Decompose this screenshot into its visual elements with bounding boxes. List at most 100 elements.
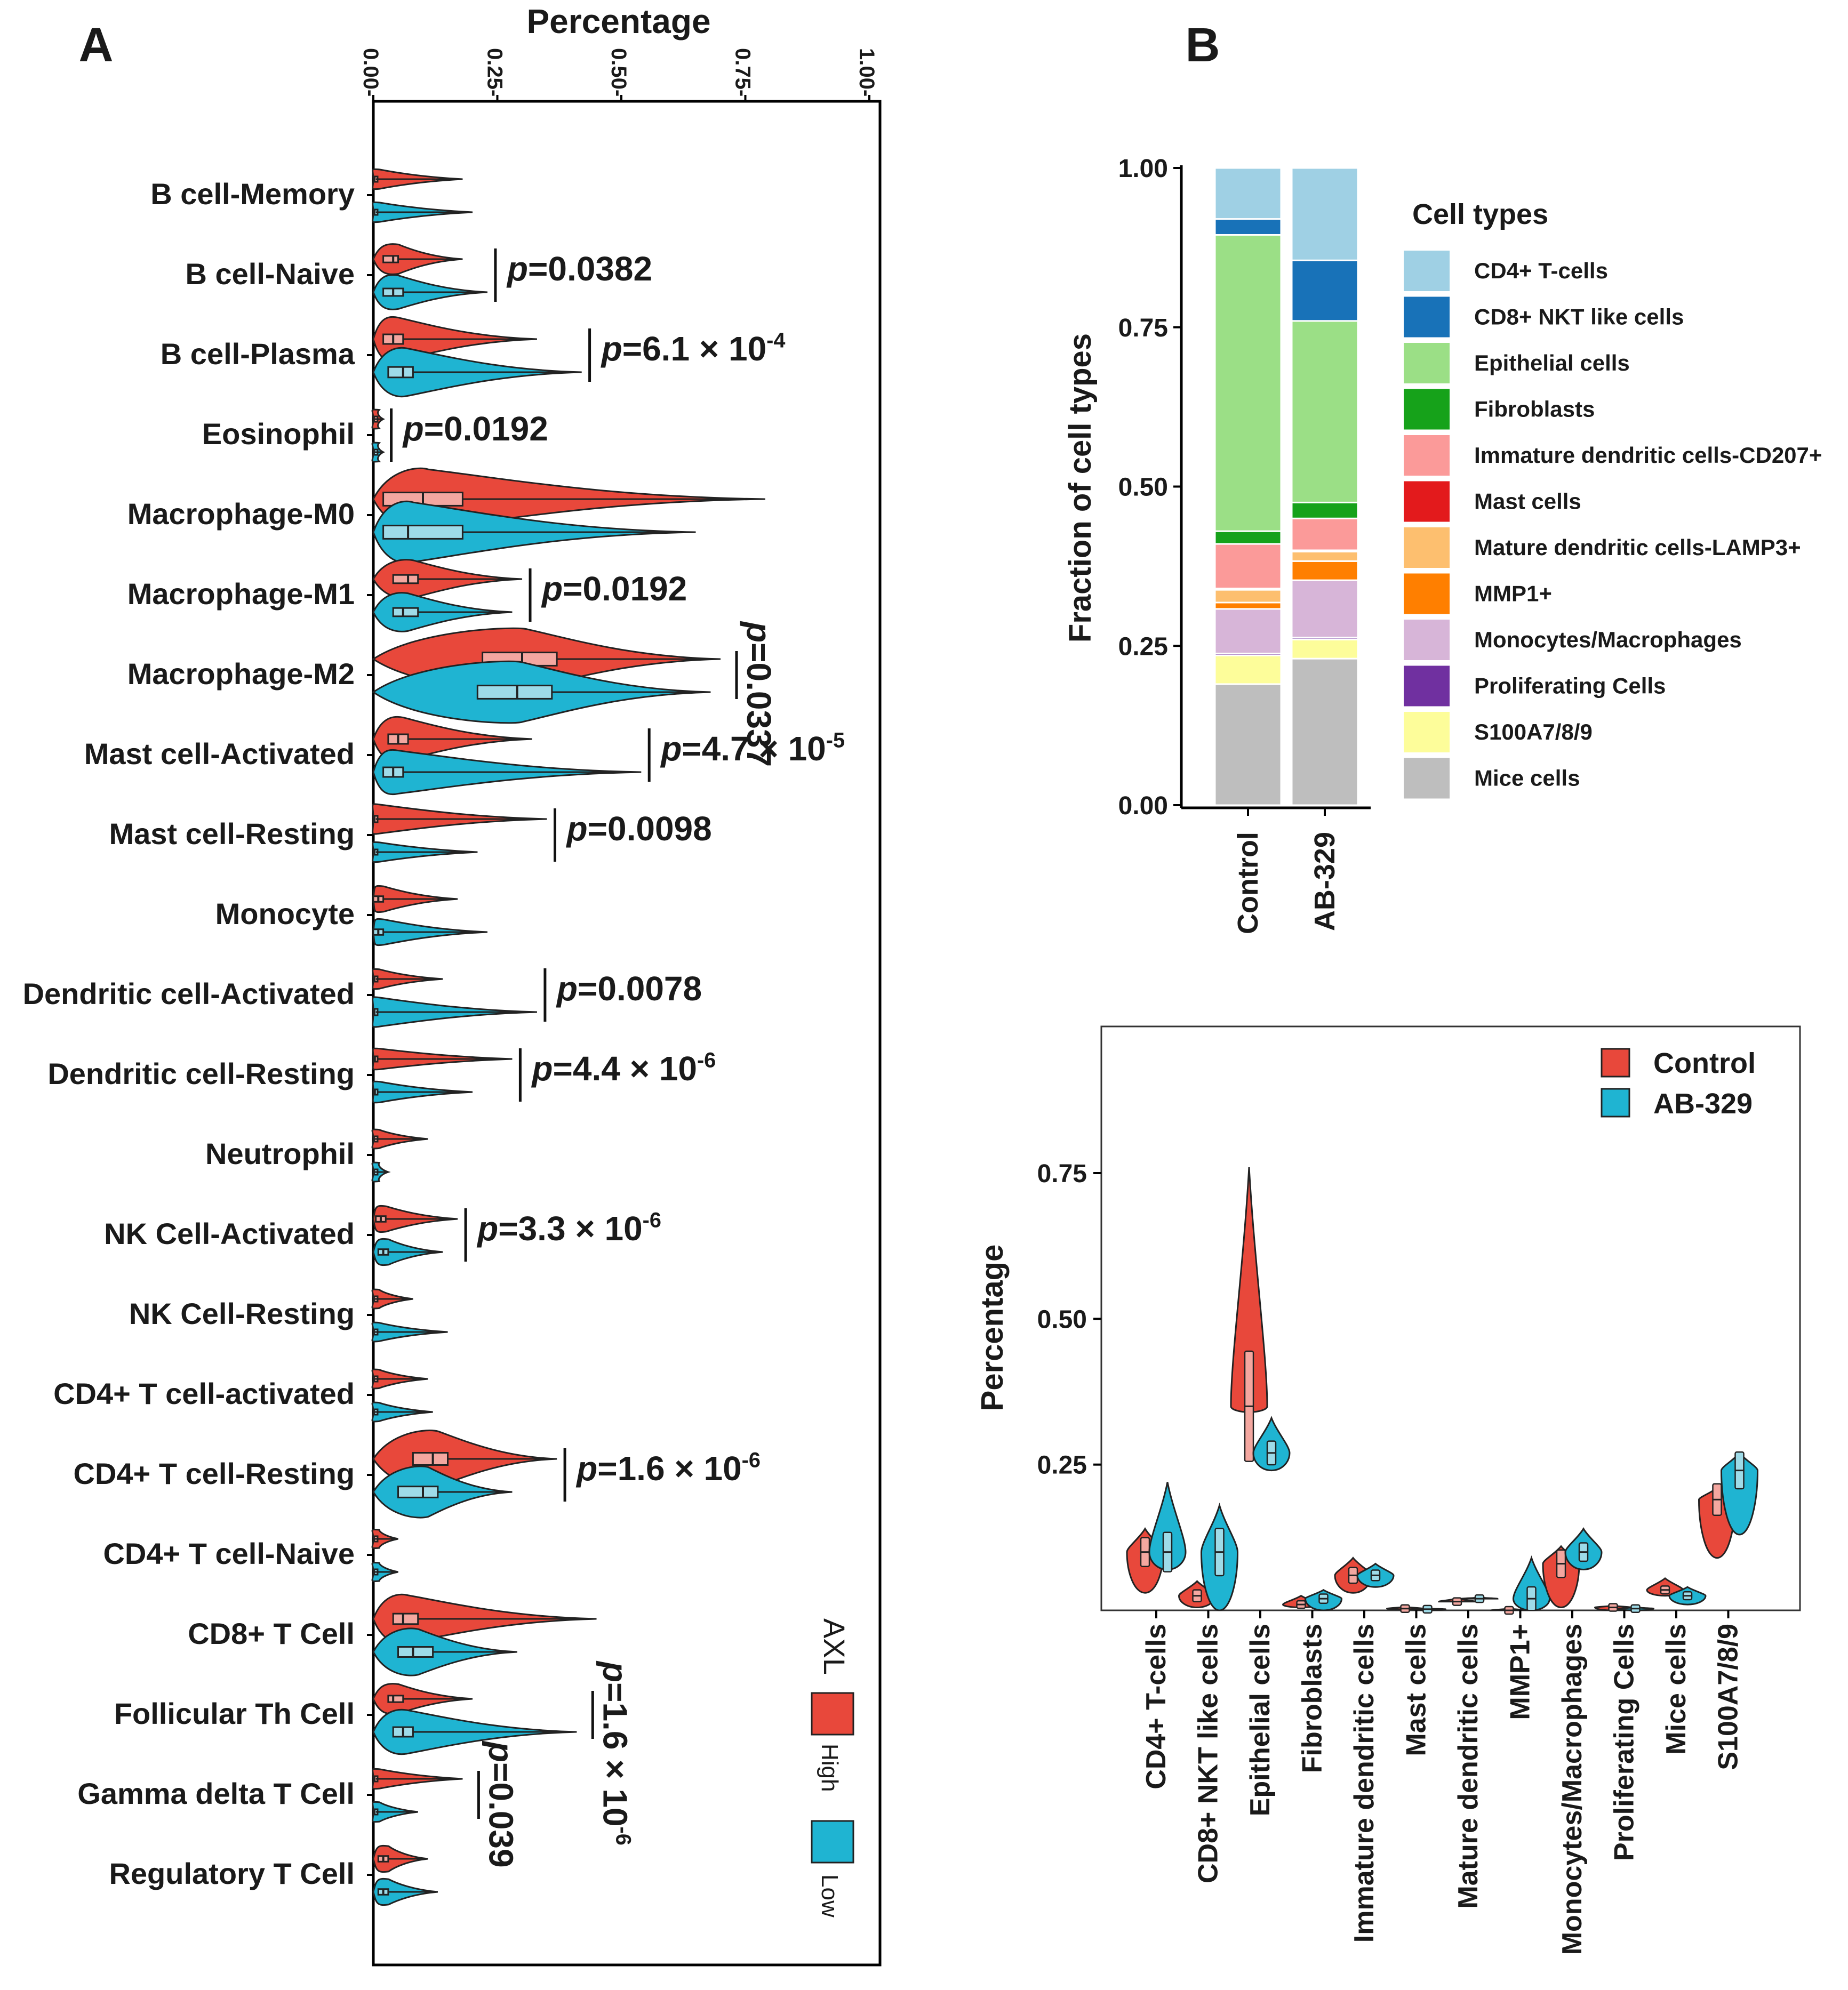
x-tick-label: 1.00-: [855, 48, 878, 97]
plot-frame: [372, 100, 882, 1967]
x-tick-label: Mice cells: [1661, 1624, 1692, 1755]
high-cd8-t-cell-box: [392, 1612, 419, 1625]
y-tick-label: 0.50: [1118, 474, 1168, 502]
legend-swatch-epithelial-cells: [1404, 343, 1450, 383]
x-tick-label: Control: [1232, 832, 1264, 934]
row-label-cd4-t-cell-resting: CD4+ T cell-Resting: [74, 1457, 355, 1490]
legend-swatch-control: [1601, 1048, 1630, 1078]
x-tick-label: S100A7/8/9: [1713, 1624, 1744, 1770]
panel-label-b: B: [1186, 19, 1220, 72]
y-axis-title: Percentage: [975, 1245, 1010, 1411]
row-label-nk-cell-activated: NK Cell-Activated: [104, 1217, 355, 1250]
bar-ab-329-mmp1: [1291, 560, 1359, 581]
legend-label-epithelial-cells: Epithelial cells: [1474, 350, 1630, 375]
legend-swatch-fibroblasts: [1404, 389, 1450, 430]
p-value-label: p=3.3 × 10-6: [476, 1209, 661, 1248]
p-value-label: p=4.4 × 10-6: [531, 1049, 716, 1088]
bar-ab-329-cd4-t-cells: [1291, 167, 1359, 261]
bar-control-epithelial-cells: [1214, 234, 1282, 532]
legend-swatch-mast-cells: [1404, 481, 1450, 522]
x-tick-label: Mast cells: [1401, 1624, 1432, 1756]
p-value-label: p=0.0382: [506, 250, 652, 288]
p-value-label: p=0.039: [482, 1740, 520, 1868]
row-label-macrophage-m2: Macrophage-M2: [127, 657, 355, 691]
legend-swatch-immature-dendritic-cells-cd207: [1404, 435, 1450, 476]
bar-control-fibroblasts: [1214, 530, 1282, 545]
bar-ab-329-immature-dendritic-cells-cd207: [1291, 517, 1359, 551]
p-value-label: p=0.0192: [541, 569, 687, 608]
row-label-macrophage-m0: Macrophage-M0: [127, 497, 355, 531]
legend-swatch-proliferating-cells: [1404, 665, 1450, 707]
x-tick-label: Monocytes/Macrophages: [1557, 1624, 1588, 1955]
x-tick-label: Epithelial cells: [1245, 1624, 1276, 1816]
bar-ab-329-epithelial-cells: [1291, 320, 1359, 503]
x-axis-title: Percentage: [526, 2, 710, 41]
bar-control-cd4-t-cells: [1214, 167, 1282, 220]
legend-label-mice-cells: Mice cells: [1474, 766, 1580, 791]
x-tick-label: Mature dendritic cells: [1453, 1624, 1484, 1909]
legend-swatch-monocytes-macrophages: [1404, 620, 1450, 660]
p-value-label: p=0.0078: [556, 969, 702, 1008]
y-tick-label: 0.25: [1037, 1451, 1087, 1480]
p-value-label: p=6.1 × 10-4: [601, 329, 786, 368]
bar-control-s100a7-8-9: [1214, 654, 1282, 685]
y-tick-label: 1.00: [1118, 155, 1168, 183]
row-label-monocyte: Monocyte: [215, 897, 355, 930]
panel-a-violin-chart: Percentage 0.00- 0.25- 0.50- 0.75- 1.00- B cel…: [23, 2, 882, 1967]
legend-label-mature-dendritic-cells-lamp3: Mature dendritic cells-LAMP3+: [1474, 535, 1801, 560]
legend-swatch-low: [811, 1820, 854, 1864]
y-tick-label: 0.75: [1037, 1160, 1087, 1188]
p-value-label: p=0.0098: [566, 809, 712, 848]
legend-title: AXL: [818, 1618, 851, 1675]
low-b-cell-plasma-box: [387, 366, 414, 379]
x-tick-label: Immature dendritic cells: [1349, 1624, 1380, 1943]
x-tick-label: Proliferating Cells: [1609, 1624, 1640, 1861]
legend-swatch-cd8-nkt-like-cells: [1404, 296, 1450, 338]
row-label-neutrophil: Neutrophil: [205, 1137, 355, 1170]
y-axis-title: Fraction of cell types: [1063, 333, 1098, 643]
low-cd4-t-cell-resting-box: [397, 1486, 439, 1498]
legend-label-s100a7-8-9: S100A7/8/9: [1474, 719, 1593, 744]
ab329-s100a7-8-9-violin: [1720, 1451, 1759, 1536]
row-label-nk-cell-resting: NK Cell-Resting: [129, 1297, 355, 1330]
high-b-cell-naive-box: [382, 255, 399, 263]
legend-label-cd4-t-cells: CD4+ T-cells: [1474, 258, 1608, 283]
legend-label-control: Control: [1653, 1047, 1756, 1079]
row-label-cd4-t-cell-activated: CD4+ T cell-activated: [53, 1377, 355, 1410]
x-tick-label: 0.50-: [607, 48, 630, 97]
bar-ab-329-s100a7-8-9: [1291, 638, 1359, 660]
panel-label-a: A: [79, 19, 114, 72]
low-macrophage-m0-box: [382, 525, 463, 540]
p-value-label: p=1.6 × 10-6: [596, 1660, 635, 1845]
row-label-mast-cell-activated: Mast cell-Activated: [84, 737, 355, 771]
legend-label-proliferating-cells: Proliferating Cells: [1474, 673, 1666, 699]
y-tick-label: 0.50: [1037, 1305, 1087, 1334]
p-value-label: p=4.7 × 10-5: [660, 729, 845, 768]
row-label-cd4-t-cell-naive: CD4+ T cell-Naive: [103, 1537, 355, 1570]
row-label-follicular-th-cell: Follicular Th Cell: [114, 1697, 355, 1730]
row-label-dendritic-cell-resting: Dendritic cell-Resting: [47, 1057, 355, 1090]
p-value-label: p=1.6 × 10-6: [575, 1449, 761, 1488]
p-value-label: p=0.0192: [402, 410, 548, 448]
row-label-macrophage-m1: Macrophage-M1: [127, 577, 355, 611]
bar-control-mmp1: [1214, 601, 1282, 610]
row-label-gamma-delta-t-cell: Gamma delta T Cell: [77, 1777, 355, 1810]
y-tick-label: 0.00: [1118, 792, 1168, 820]
legend-swatch-ab329: [1601, 1088, 1630, 1118]
bar-control-immature-dendritic-cells-cd207: [1214, 543, 1282, 590]
legend-axl: AXL High Low: [811, 1618, 854, 1917]
bar-ab-329-fibroblasts: [1291, 501, 1359, 519]
x-tick-label: MMP1+: [1505, 1624, 1536, 1720]
legend-label-monocytes-macrophages: Monocytes/Macrophages: [1474, 627, 1742, 652]
x-tick-label: 0.25-: [483, 48, 507, 97]
legend-swatch-mmp1: [1404, 573, 1450, 614]
x-tick-label: 0.00-: [359, 48, 382, 97]
bar-ab-329-monocytes-macrophages: [1291, 579, 1359, 639]
bar-control-cd8-nkt-like-cells: [1214, 218, 1282, 236]
y-tick-label: 0.75: [1118, 314, 1168, 342]
panel-b-stacked-bar-chart: 0.00 0.25 0.50 0.75 1.00 Fraction of cell typ…: [1063, 155, 1822, 934]
legend-title: Cell types: [1412, 198, 1548, 230]
row-label-b-cell-memory: B cell-Memory: [150, 177, 355, 211]
legend-label-mast-cells: Mast cells: [1474, 489, 1581, 514]
